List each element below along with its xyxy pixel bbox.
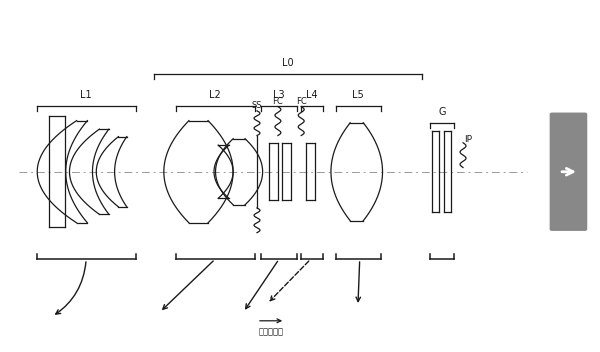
Text: L5: L5	[352, 90, 364, 100]
Text: L3: L3	[273, 90, 285, 100]
Text: G: G	[439, 107, 446, 117]
Text: SS: SS	[252, 101, 262, 110]
Text: L2: L2	[209, 90, 221, 100]
Text: L1: L1	[80, 90, 92, 100]
Text: IP: IP	[464, 135, 472, 144]
Text: FC: FC	[296, 97, 307, 106]
Text: L4: L4	[306, 90, 318, 100]
Text: L0: L0	[282, 58, 294, 68]
Text: フォーカス: フォーカス	[259, 328, 284, 337]
FancyBboxPatch shape	[550, 113, 587, 231]
Text: FC: FC	[272, 97, 283, 106]
